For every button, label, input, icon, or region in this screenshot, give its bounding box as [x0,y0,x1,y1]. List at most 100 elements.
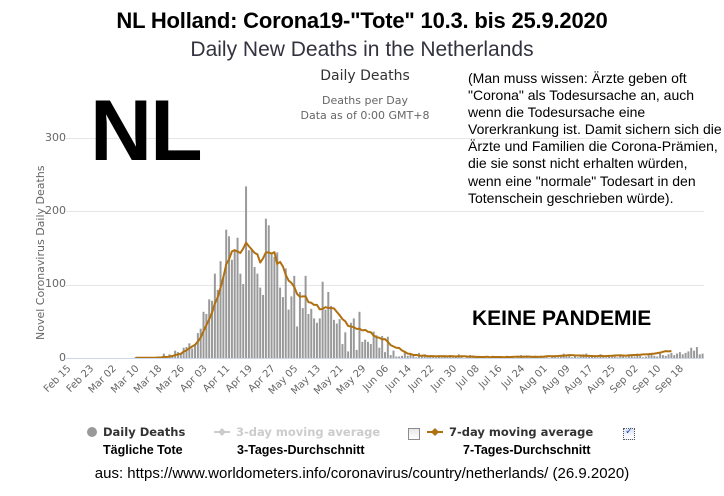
bar[interactable] [602,356,605,358]
bar[interactable] [287,309,290,358]
bar[interactable] [627,355,630,358]
bar[interactable] [313,318,316,358]
bar[interactable] [647,355,650,358]
bar[interactable] [256,273,259,358]
bar[interactable] [398,356,401,358]
bar[interactable] [452,357,455,358]
bar[interactable] [245,186,248,358]
bar[interactable] [395,356,398,358]
bar[interactable] [695,347,698,358]
bar[interactable] [236,237,239,358]
bar[interactable] [656,356,659,358]
bar[interactable] [222,275,225,358]
bar[interactable] [259,287,262,358]
bar[interactable] [568,355,571,358]
bar[interactable] [185,347,188,358]
bar[interactable] [284,268,287,358]
bar[interactable] [205,314,208,358]
bar[interactable] [358,311,361,358]
bar[interactable] [698,354,701,358]
bar[interactable] [406,355,409,358]
bar[interactable] [605,357,608,358]
bar[interactable] [239,273,242,358]
bar[interactable] [381,336,384,358]
daily-deaths-bars[interactable] [134,186,704,358]
seven-day-average-line[interactable] [135,241,672,359]
bar[interactable] [307,314,310,358]
bar[interactable] [426,357,429,358]
bar[interactable] [639,355,642,358]
bar[interactable] [690,347,693,358]
bar[interactable] [194,344,197,358]
bar[interactable] [412,355,415,358]
bar[interactable] [401,355,403,358]
bar[interactable] [403,351,406,358]
bar[interactable] [613,355,616,358]
bar[interactable] [676,353,679,358]
bar[interactable] [162,353,165,358]
bar[interactable] [247,250,250,358]
bar[interactable] [250,249,253,358]
bar[interactable] [191,348,194,358]
bar[interactable] [625,357,628,358]
bar[interactable] [471,357,474,358]
bar[interactable] [355,349,358,358]
bar[interactable] [409,353,412,358]
bar[interactable] [296,326,299,358]
bar[interactable] [435,357,438,358]
bar[interactable] [661,355,664,358]
bar[interactable] [678,352,681,358]
bar[interactable] [384,352,386,358]
legend-item-7day-average[interactable]: 7-day moving average [427,425,593,439]
bar[interactable] [378,347,381,358]
checkbox-3day-average[interactable] [408,428,420,440]
bar[interactable] [701,353,704,358]
bar[interactable] [392,350,395,358]
bar[interactable] [318,318,321,358]
bar[interactable] [230,259,233,358]
bar[interactable] [596,357,599,358]
bar[interactable] [630,355,633,358]
bar[interactable] [386,336,389,358]
bar[interactable] [332,319,335,358]
bar[interactable] [440,357,443,358]
bar[interactable] [352,318,355,358]
bar[interactable] [576,357,579,358]
bar[interactable] [622,356,625,358]
bar[interactable] [327,292,330,358]
bar[interactable] [242,283,245,358]
bar[interactable] [653,355,656,358]
bar[interactable] [301,308,304,358]
bar[interactable] [551,356,554,358]
bar[interactable] [565,356,568,358]
bar[interactable] [664,355,667,358]
bar[interactable] [208,299,211,358]
bar[interactable] [650,354,653,358]
bar[interactable] [517,357,520,358]
bar[interactable] [673,355,676,358]
bar[interactable] [349,322,352,358]
bar[interactable] [267,225,270,358]
bar[interactable] [633,356,636,358]
bar[interactable] [276,252,279,358]
bar[interactable] [341,344,344,358]
bar[interactable] [262,294,265,358]
bar[interactable] [298,292,301,358]
bar[interactable] [188,343,191,358]
bar[interactable] [338,319,341,358]
bar[interactable] [228,236,231,358]
bar[interactable] [219,261,222,358]
bar[interactable] [389,355,392,358]
bar[interactable] [335,323,338,358]
bar[interactable] [253,267,256,358]
bar[interactable] [588,356,591,358]
bar[interactable] [687,351,690,358]
checkbox-7day-average[interactable] [623,426,635,440]
bar[interactable] [667,354,670,358]
bar[interactable] [693,350,696,358]
bar[interactable] [202,311,205,358]
bar[interactable] [366,341,369,358]
bar[interactable] [423,355,426,358]
bar[interactable] [196,333,199,358]
bar[interactable] [659,353,662,358]
